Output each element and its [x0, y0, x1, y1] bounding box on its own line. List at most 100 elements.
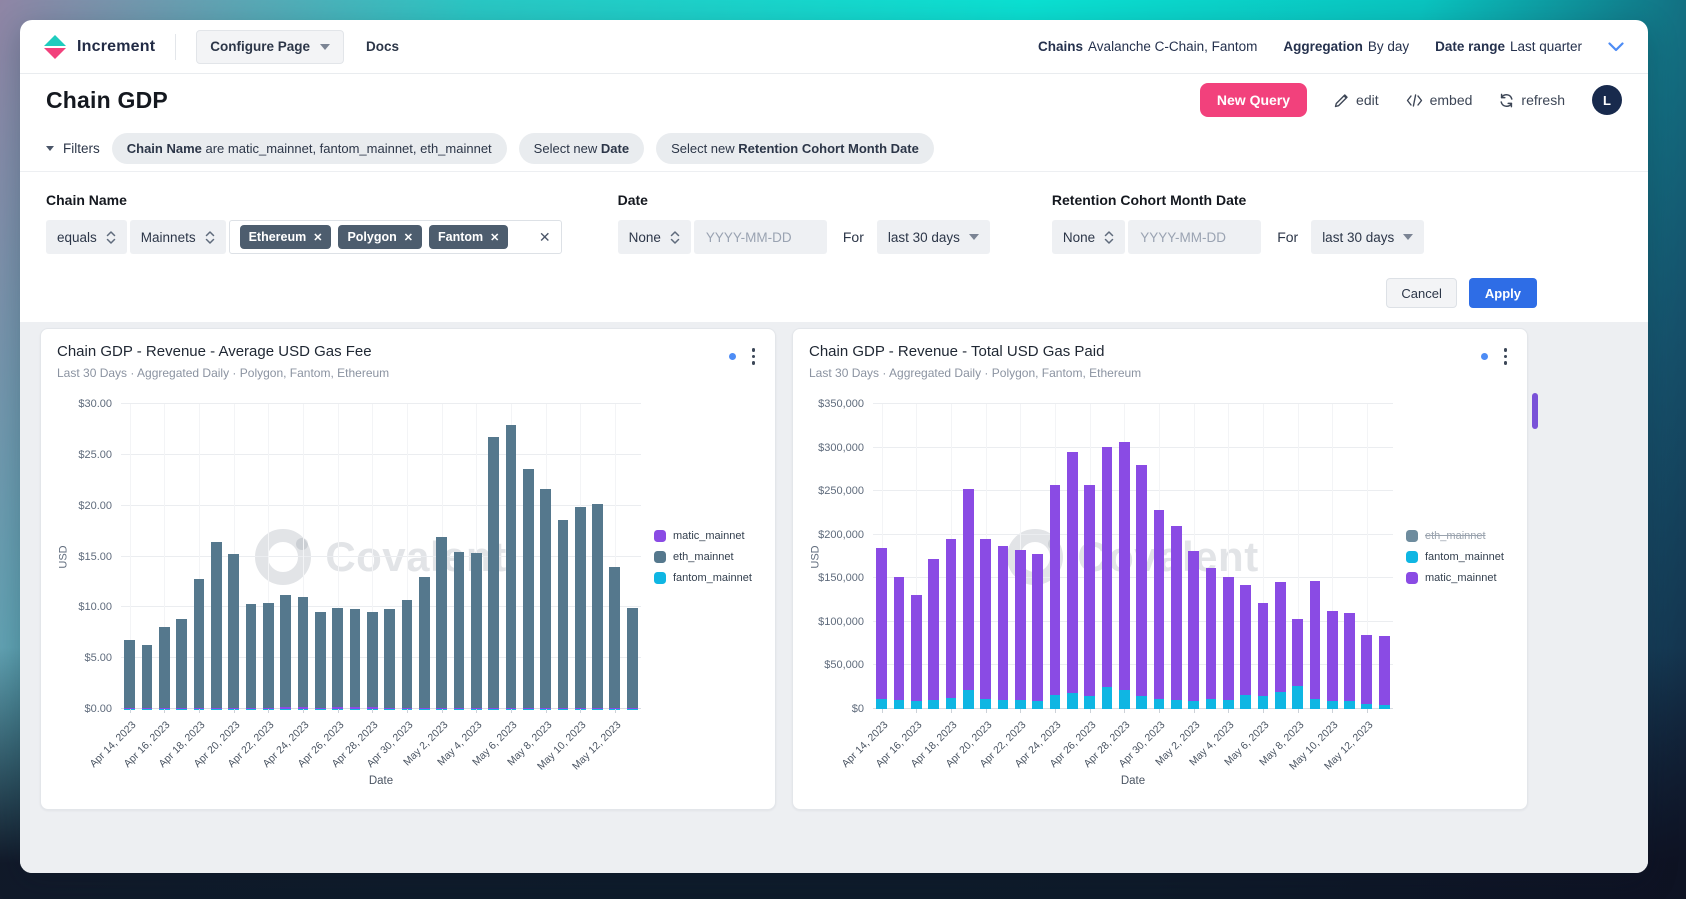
- bar-May 7, 2023[interactable]: [1272, 404, 1289, 709]
- bar-May 4, 2023[interactable]: [468, 404, 485, 709]
- legend-item-matic_mainnet[interactable]: matic_mainnet: [1406, 572, 1511, 584]
- expand-settings-chevron-icon[interactable]: [1608, 42, 1624, 52]
- legend-item-fantom_mainnet[interactable]: fantom_mainnet: [654, 572, 759, 584]
- legend-item-matic_mainnet[interactable]: matic_mainnet: [654, 530, 759, 542]
- bar-May 8, 2023[interactable]: [1289, 404, 1306, 709]
- bar-May 7, 2023[interactable]: [520, 404, 537, 709]
- user-avatar[interactable]: L: [1592, 85, 1622, 115]
- bar-Apr 16, 2023[interactable]: [156, 404, 173, 709]
- legend-item-eth_mainnet[interactable]: eth_mainnet: [1406, 530, 1511, 542]
- aggregation-summary[interactable]: AggregationBy day: [1283, 39, 1409, 54]
- bar-May 12, 2023[interactable]: [606, 404, 623, 709]
- network-type-select[interactable]: Mainnets: [130, 220, 226, 254]
- bar-Apr 26, 2023[interactable]: [1081, 404, 1098, 709]
- kebab-menu-icon[interactable]: [748, 347, 760, 366]
- retention-date-input[interactable]: [1128, 220, 1261, 254]
- legend-item-eth_mainnet[interactable]: eth_mainnet: [654, 551, 759, 563]
- bar-May 8, 2023[interactable]: [537, 404, 554, 709]
- bar-Apr 17, 2023[interactable]: [173, 404, 190, 709]
- bar-May 12, 2023[interactable]: [1358, 404, 1375, 709]
- bar-Apr 21, 2023[interactable]: [994, 404, 1011, 709]
- page-title-bar: Chain GDP New Query edit embed refresh L: [20, 74, 1648, 126]
- bar-Apr 25, 2023[interactable]: [312, 404, 329, 709]
- bar-May 1, 2023[interactable]: [1168, 404, 1185, 709]
- bar-Apr 28, 2023[interactable]: [364, 404, 381, 709]
- cancel-button[interactable]: Cancel: [1386, 278, 1456, 308]
- retention-operator-select[interactable]: None: [1052, 220, 1125, 254]
- date-operator-select[interactable]: None: [618, 220, 691, 254]
- legend-item-fantom_mainnet[interactable]: fantom_mainnet: [1406, 551, 1511, 563]
- bar-Apr 27, 2023[interactable]: [1098, 404, 1115, 709]
- bar-May 9, 2023[interactable]: [1306, 404, 1323, 709]
- bar-Apr 23, 2023[interactable]: [1029, 404, 1046, 709]
- bar-May 1, 2023[interactable]: [416, 404, 433, 709]
- bar-Apr 21, 2023[interactable]: [242, 404, 259, 709]
- bar-May 3, 2023[interactable]: [450, 404, 467, 709]
- bar-May 6, 2023[interactable]: [502, 404, 519, 709]
- bar-May 4, 2023[interactable]: [1220, 404, 1237, 709]
- date-input[interactable]: [694, 220, 827, 254]
- close-icon[interactable]: ✕: [490, 231, 499, 244]
- filters-toggle[interactable]: Filters: [46, 141, 100, 156]
- close-icon[interactable]: ✕: [404, 231, 413, 244]
- bar-Apr 22, 2023[interactable]: [1012, 404, 1029, 709]
- bar-May 9, 2023[interactable]: [554, 404, 571, 709]
- bar-May 2, 2023[interactable]: [433, 404, 450, 709]
- bar-May 11, 2023[interactable]: [589, 404, 606, 709]
- bar-Apr 30, 2023[interactable]: [398, 404, 415, 709]
- new-query-button[interactable]: New Query: [1200, 83, 1307, 117]
- bar-May 13, 2023[interactable]: [624, 404, 641, 709]
- configure-page-button[interactable]: Configure Page: [196, 30, 344, 64]
- date-range-select[interactable]: last 30 days: [877, 220, 990, 254]
- bar-Apr 28, 2023[interactable]: [1116, 404, 1133, 709]
- chains-summary[interactable]: ChainsAvalanche C-Chain, Fantom: [1038, 39, 1257, 54]
- chain-multiselect-input[interactable]: Ethereum✕ Polygon✕ Fantom✕ ✕: [229, 220, 562, 254]
- close-icon[interactable]: ✕: [313, 231, 322, 244]
- bar-May 3, 2023[interactable]: [1202, 404, 1219, 709]
- embed-button[interactable]: embed: [1406, 92, 1473, 108]
- bar-Apr 15, 2023[interactable]: [890, 404, 907, 709]
- bar-May 5, 2023[interactable]: [1237, 404, 1254, 709]
- bar-May 11, 2023[interactable]: [1341, 404, 1358, 709]
- clear-all-icon[interactable]: ✕: [539, 229, 551, 246]
- bar-Apr 20, 2023[interactable]: [225, 404, 242, 709]
- bar-Apr 24, 2023[interactable]: [1046, 404, 1063, 709]
- bar-Apr 14, 2023[interactable]: [873, 404, 890, 709]
- bar-Apr 17, 2023[interactable]: [925, 404, 942, 709]
- bar-Apr 29, 2023[interactable]: [381, 404, 398, 709]
- apply-button[interactable]: Apply: [1469, 278, 1537, 308]
- bar-Apr 14, 2023[interactable]: [121, 404, 138, 709]
- filter-chip-chain-name[interactable]: Chain Name are matic_mainnet, fantom_mai…: [112, 133, 507, 164]
- bar-May 5, 2023[interactable]: [485, 404, 502, 709]
- bar-Apr 30, 2023[interactable]: [1150, 404, 1167, 709]
- date-range-summary[interactable]: Date rangeLast quarter: [1435, 39, 1582, 54]
- bar-Apr 18, 2023[interactable]: [942, 404, 959, 709]
- bar-Apr 19, 2023[interactable]: [960, 404, 977, 709]
- bar-May 2, 2023[interactable]: [1185, 404, 1202, 709]
- bar-Apr 16, 2023[interactable]: [908, 404, 925, 709]
- bar-Apr 23, 2023[interactable]: [277, 404, 294, 709]
- bar-Apr 25, 2023[interactable]: [1064, 404, 1081, 709]
- bar-Apr 24, 2023[interactable]: [294, 404, 311, 709]
- bar-May 10, 2023[interactable]: [572, 404, 589, 709]
- bar-May 13, 2023[interactable]: [1376, 404, 1393, 709]
- filter-chip-date[interactable]: Select new Date: [519, 133, 644, 164]
- bar-Apr 15, 2023[interactable]: [138, 404, 155, 709]
- bar-Apr 22, 2023[interactable]: [260, 404, 277, 709]
- bar-Apr 18, 2023[interactable]: [190, 404, 207, 709]
- bar-Apr 20, 2023[interactable]: [977, 404, 994, 709]
- scrollbar-thumb[interactable]: [1532, 393, 1538, 429]
- edit-button[interactable]: edit: [1334, 92, 1379, 108]
- refresh-button[interactable]: refresh: [1499, 92, 1565, 108]
- retention-range-select[interactable]: last 30 days: [1311, 220, 1424, 254]
- docs-link[interactable]: Docs: [366, 39, 399, 54]
- bar-Apr 27, 2023[interactable]: [346, 404, 363, 709]
- filter-chip-retention-cohort[interactable]: Select new Retention Cohort Month Date: [656, 133, 934, 164]
- bar-Apr 26, 2023[interactable]: [329, 404, 346, 709]
- kebab-menu-icon[interactable]: [1500, 347, 1512, 366]
- bar-May 6, 2023[interactable]: [1254, 404, 1271, 709]
- bar-Apr 29, 2023[interactable]: [1133, 404, 1150, 709]
- operator-select[interactable]: equals: [46, 220, 127, 254]
- bar-May 10, 2023[interactable]: [1324, 404, 1341, 709]
- bar-Apr 19, 2023[interactable]: [208, 404, 225, 709]
